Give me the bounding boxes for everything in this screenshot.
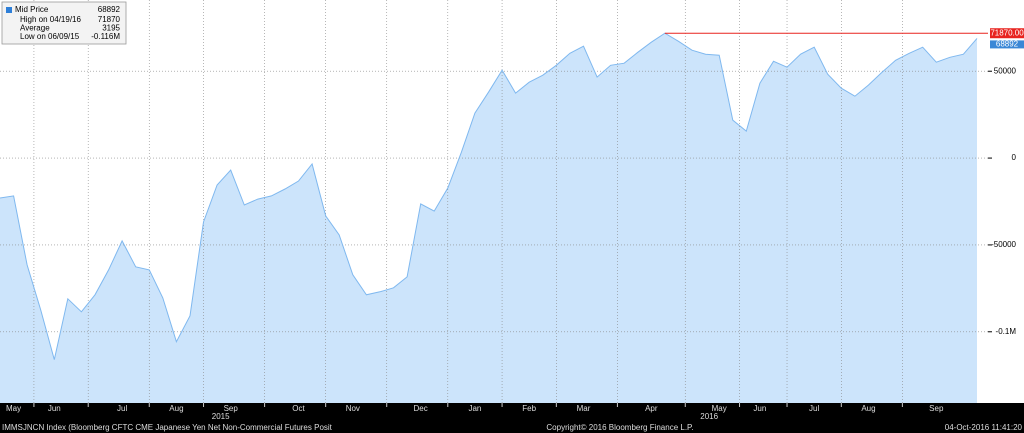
x-tick-label: Aug: [861, 404, 875, 413]
x-tick-label: Jan: [468, 404, 481, 413]
legend-box: [1, 1, 127, 45]
x-axis-band: [0, 403, 1024, 421]
high-label-box: [990, 28, 1024, 39]
line: [0, 32, 978, 360]
x-tick-label: Sep: [224, 404, 239, 413]
year-label: 2016: [700, 412, 718, 421]
y-tick-label: -50000: [991, 240, 1016, 249]
y-tick-label: 0: [1012, 153, 1017, 162]
x-tick-label: May: [6, 404, 21, 413]
y-tick-label: 50000: [994, 66, 1017, 75]
x-tick-label: Jun: [753, 404, 766, 413]
x-tick-label: Jul: [809, 404, 819, 413]
stat-value: 3195: [102, 24, 120, 33]
year-label: 2015: [212, 412, 230, 421]
x-tick-label: Sep: [929, 404, 944, 413]
x-tick-label: Nov: [346, 404, 360, 413]
stat-value: 71870: [98, 15, 121, 24]
footer-left: IMMSJNCN Index (Bloomberg CFTC CME Japan…: [2, 423, 333, 432]
footer-right: 04-Oct-2016 11:41:20: [945, 423, 1023, 432]
stat-value: -0.116M: [91, 32, 120, 41]
high-label: 71870.00: [990, 28, 1024, 37]
x-tick-label: Apr: [645, 404, 658, 413]
legend-label: Mid Price: [15, 5, 49, 14]
x-tick-label: Aug: [169, 404, 183, 413]
stat-label: High on 04/19/16: [20, 15, 81, 24]
x-tick-label: Jun: [48, 404, 61, 413]
legend-swatch: [6, 7, 12, 13]
x-tick-label: Mar: [577, 404, 591, 413]
x-tick-label: Dec: [414, 404, 428, 413]
x-tick-label: May: [712, 404, 727, 413]
x-tick-label: Jul: [117, 404, 127, 413]
x-tick-label: Feb: [522, 404, 536, 413]
stat-label: Low on 06/09/15: [20, 32, 80, 41]
y-tick-label: -0.1M: [996, 327, 1017, 336]
area-fill: [0, 33, 977, 403]
legend: Mid Price 68892 High on 04/19/16 71870 Avera…: [1, 1, 127, 45]
x-tick-label: Oct: [292, 404, 305, 413]
stat-label: Average: [20, 24, 50, 33]
last-value-box: [990, 40, 1024, 49]
footer-center: Copyright© 2016 Bloomberg Finance L.P.: [546, 423, 693, 432]
legend-value: 68892: [98, 5, 121, 14]
last-value-label: 68892: [996, 40, 1019, 49]
